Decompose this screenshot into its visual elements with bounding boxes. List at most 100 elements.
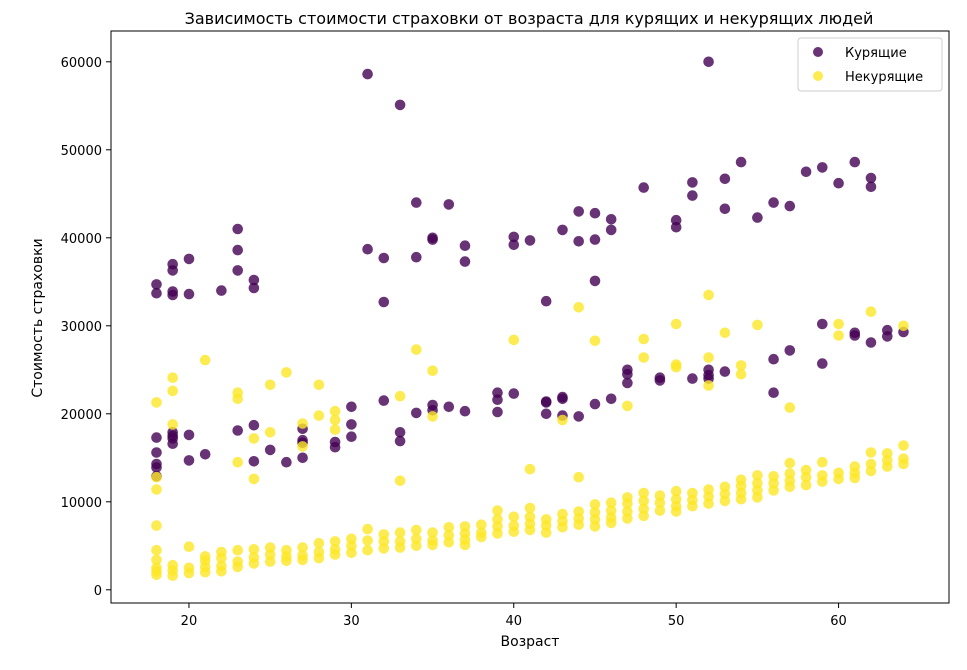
data-point-smokers xyxy=(183,253,195,265)
data-point-nonsmokers xyxy=(898,440,909,451)
data-point-smokers xyxy=(622,368,633,380)
data-point-nonsmokers xyxy=(865,465,877,477)
data-point-smokers xyxy=(654,375,666,386)
legend-marker-nonsmokers xyxy=(813,71,823,81)
data-point-nonsmokers xyxy=(281,367,292,378)
data-point-nonsmokers xyxy=(151,554,162,566)
data-point-nonsmokers xyxy=(573,302,584,313)
data-point-nonsmokers xyxy=(703,352,714,363)
data-point-smokers xyxy=(216,285,227,296)
data-point-nonsmokers xyxy=(394,390,406,402)
data-point-nonsmokers xyxy=(654,497,666,509)
data-point-nonsmokers xyxy=(443,522,455,533)
data-point-nonsmokers xyxy=(248,558,260,569)
data-point-nonsmokers xyxy=(508,334,520,346)
data-point-smokers xyxy=(817,162,828,173)
data-point-smokers xyxy=(232,244,243,256)
data-point-nonsmokers xyxy=(427,365,438,377)
data-point-nonsmokers xyxy=(719,327,731,339)
data-point-smokers xyxy=(151,279,162,290)
data-point-nonsmokers xyxy=(638,495,649,507)
data-point-nonsmokers xyxy=(573,471,584,483)
data-point-nonsmokers xyxy=(167,570,178,581)
data-point-nonsmokers xyxy=(329,536,341,547)
x-tick-label: 20 xyxy=(181,614,198,629)
data-point-smokers xyxy=(183,455,195,466)
data-point-smokers xyxy=(232,223,243,235)
data-point-nonsmokers xyxy=(849,472,861,484)
data-point-nonsmokers xyxy=(297,441,308,452)
data-point-smokers xyxy=(443,199,455,210)
legend-label-nonsmokers: Некурящие xyxy=(845,70,923,85)
data-point-nonsmokers xyxy=(817,476,828,487)
data-point-nonsmokers xyxy=(232,561,243,573)
data-point-nonsmokers xyxy=(508,511,520,523)
data-point-smokers xyxy=(378,296,390,308)
data-point-smokers xyxy=(524,235,536,246)
data-point-nonsmokers xyxy=(524,502,536,514)
data-point-smokers xyxy=(167,438,178,450)
data-point-nonsmokers xyxy=(199,566,211,578)
plot-frame xyxy=(110,30,950,604)
data-point-nonsmokers xyxy=(427,411,438,422)
data-point-smokers xyxy=(264,444,276,456)
data-point-nonsmokers xyxy=(281,555,292,567)
data-point-smokers xyxy=(411,197,422,208)
data-point-smokers xyxy=(573,411,584,422)
data-point-smokers xyxy=(248,456,260,467)
data-point-nonsmokers xyxy=(784,481,796,493)
data-point-smokers xyxy=(378,252,390,264)
data-point-nonsmokers xyxy=(817,456,828,468)
data-point-smokers xyxy=(557,393,568,405)
data-point-smokers xyxy=(362,68,373,80)
data-point-smokers xyxy=(346,431,357,443)
chart-title: Зависимость стоимости страховки от возра… xyxy=(185,9,874,28)
data-point-nonsmokers xyxy=(622,513,633,524)
data-point-nonsmokers xyxy=(476,519,487,530)
data-point-nonsmokers xyxy=(638,487,649,499)
data-point-smokers xyxy=(297,452,308,464)
data-point-nonsmokers xyxy=(394,527,406,538)
data-point-smokers xyxy=(183,288,195,300)
y-tick-label: 10000 xyxy=(61,496,102,511)
data-point-nonsmokers xyxy=(800,479,812,491)
data-point-smokers xyxy=(378,395,390,406)
data-point-smokers xyxy=(151,447,162,458)
data-point-smokers xyxy=(508,239,520,251)
data-point-nonsmokers xyxy=(735,360,747,371)
data-point-smokers xyxy=(687,373,698,384)
data-point-smokers xyxy=(411,251,422,263)
data-point-smokers xyxy=(167,289,178,301)
data-point-smokers xyxy=(492,394,503,406)
data-point-nonsmokers xyxy=(589,521,601,532)
data-point-nonsmokers xyxy=(605,497,617,509)
y-tick-label: 20000 xyxy=(61,408,102,423)
data-point-nonsmokers xyxy=(687,500,698,512)
data-point-nonsmokers xyxy=(232,544,243,556)
data-point-smokers xyxy=(865,181,877,193)
data-point-smokers xyxy=(735,156,747,168)
data-point-nonsmokers xyxy=(492,528,503,539)
data-point-nonsmokers xyxy=(427,539,438,551)
data-point-smokers xyxy=(394,427,406,438)
data-point-nonsmokers xyxy=(833,330,844,341)
x-tick-label: 40 xyxy=(505,614,522,629)
data-point-smokers xyxy=(427,234,438,245)
data-point-smokers xyxy=(849,330,861,341)
data-point-nonsmokers xyxy=(703,380,714,391)
data-point-smokers xyxy=(719,366,731,377)
data-point-smokers xyxy=(784,345,796,356)
data-point-nonsmokers xyxy=(784,402,796,413)
data-point-smokers xyxy=(248,282,260,294)
data-point-nonsmokers xyxy=(654,505,666,516)
data-point-smokers xyxy=(573,206,584,217)
data-point-smokers xyxy=(540,295,552,307)
data-point-smokers xyxy=(605,393,617,405)
data-point-nonsmokers xyxy=(752,470,763,481)
data-point-smokers xyxy=(768,387,779,399)
data-point-nonsmokers xyxy=(183,541,195,552)
y-tick-label: 40000 xyxy=(61,232,102,247)
data-point-smokers xyxy=(703,56,714,68)
data-point-smokers xyxy=(817,318,828,330)
data-point-nonsmokers xyxy=(800,471,812,483)
